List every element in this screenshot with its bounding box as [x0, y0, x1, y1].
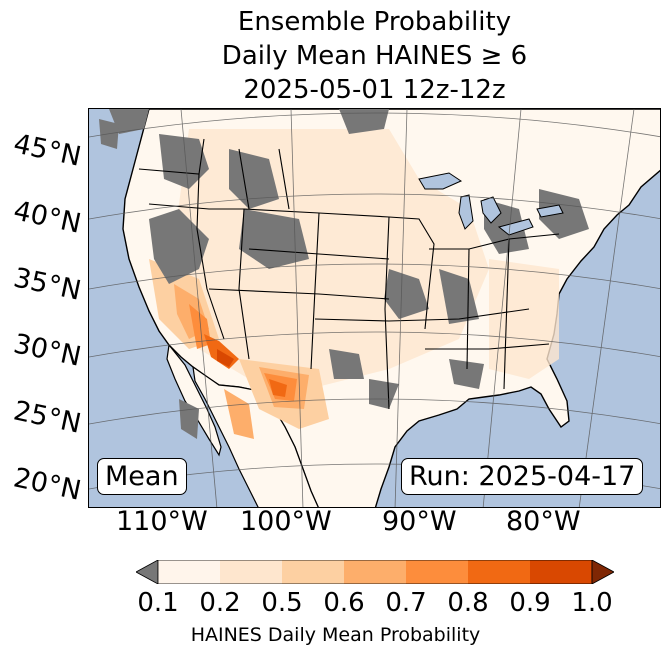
colorbar [136, 560, 614, 584]
lon-label-80: 80°W [506, 506, 581, 537]
colorbar-cell [468, 560, 530, 584]
map-svg [89, 109, 660, 507]
lat-label-25: 25°N [10, 395, 84, 440]
colorbar-cells [157, 560, 593, 584]
baja-peninsula [166, 343, 222, 457]
title-line-3: 2025-05-01 12z-12z [243, 75, 506, 105]
colorbar-cell [344, 560, 406, 584]
lat-label-45: 45°N [10, 128, 84, 173]
title-line-1: Ensemble Probability [237, 7, 512, 37]
lat-label-20: 20°N [10, 462, 84, 507]
colorbar-under-triangle [136, 560, 159, 584]
lat-label-35: 35°N [10, 262, 84, 307]
colorbar-tick-label: 1.0 [571, 588, 613, 618]
colorbar-label: HAINES Daily Mean Probability [190, 624, 481, 646]
title-line-2: Daily Mean HAINES ≥ 6 [221, 41, 528, 71]
map-panel [88, 108, 661, 508]
colorbar-tick-label: 0.1 [137, 588, 179, 618]
lon-label-100: 100°W [240, 506, 332, 537]
graticule [89, 109, 660, 507]
lat-label-40: 40°N [10, 195, 84, 240]
colorbar-tick-label: 0.7 [385, 588, 427, 618]
state-borders [138, 138, 560, 410]
mean-label: Mean [97, 458, 187, 495]
great-lakes [418, 172, 564, 236]
lon-label-110: 110°W [116, 506, 208, 537]
colorbar-cell [158, 560, 220, 584]
run-date-label: Run: 2025-04-17 [401, 458, 644, 495]
colorbar-tick-label: 0.8 [447, 588, 489, 618]
lon-label-90: 90°W [382, 506, 457, 537]
colorbar-cell [282, 560, 344, 584]
colorbar-over-triangle [591, 560, 614, 584]
colorbar-cell [220, 560, 282, 584]
lat-label-30: 30°N [10, 328, 84, 373]
colorbar-cell [530, 560, 592, 584]
colorbar-cell [406, 560, 468, 584]
colorbar-tick-label: 0.5 [261, 588, 303, 618]
colorbar-tick-label: 0.6 [323, 588, 365, 618]
colorbar-tick-label: 0.9 [509, 588, 551, 618]
colorbar-tick-label: 0.2 [199, 588, 241, 618]
